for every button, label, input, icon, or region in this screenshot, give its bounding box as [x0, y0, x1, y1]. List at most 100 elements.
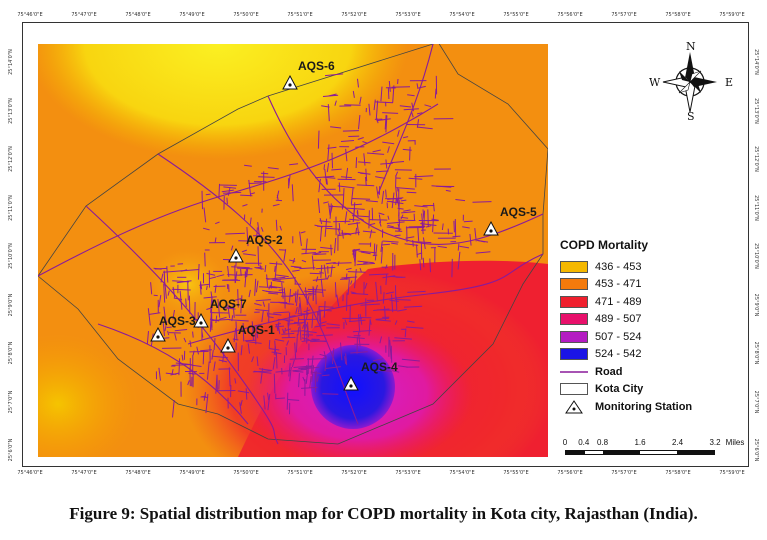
road-segment	[323, 301, 326, 318]
figure-caption: Figure 9: Spatial distribution map for C…	[69, 504, 698, 523]
road-segment	[183, 337, 187, 343]
road-segment	[455, 199, 466, 202]
road-segment	[382, 240, 399, 243]
road-segment	[331, 152, 333, 169]
road-segment	[188, 372, 196, 375]
compass-n-label: N	[686, 40, 696, 53]
road-segment	[174, 329, 188, 332]
road-segment	[213, 338, 216, 350]
legend-class-label: 436 - 453	[595, 260, 642, 273]
road-segment	[387, 87, 390, 100]
road-segment	[254, 267, 264, 270]
scale-tick-label: 3.2	[709, 438, 721, 447]
road-segment	[385, 159, 388, 169]
road-segment	[167, 290, 170, 296]
road-segment	[365, 168, 368, 182]
road-segment	[356, 221, 360, 236]
road-segment	[206, 272, 216, 276]
compass-w-label: W	[649, 76, 661, 89]
road-segment	[375, 281, 378, 302]
left-tick-label: 25°12'0"N	[8, 146, 14, 172]
road-segment	[312, 251, 322, 255]
bottom-tick-label: 75°46'0"E	[17, 470, 43, 476]
road-segment	[267, 167, 279, 170]
road-segment	[326, 163, 330, 173]
road-segment	[305, 324, 309, 330]
road-segment	[403, 108, 419, 111]
road-segment	[411, 111, 414, 118]
road-segment	[326, 323, 340, 326]
road-segment	[309, 272, 322, 275]
road-arterial	[157, 153, 359, 425]
road-segment	[401, 358, 420, 362]
road-segment	[317, 130, 320, 149]
road-segment	[261, 310, 264, 322]
top-tick-label: 75°55'0"E	[503, 12, 529, 18]
road-segment	[394, 337, 412, 340]
road-segment	[342, 130, 359, 132]
road-segment	[434, 88, 437, 99]
road-segment	[273, 311, 290, 314]
road-segment	[338, 223, 341, 231]
road-segment	[344, 211, 348, 224]
road-segment	[350, 291, 357, 294]
road-segment	[375, 100, 379, 119]
road-segment	[340, 140, 355, 142]
road-network	[38, 44, 544, 445]
road-segment	[419, 259, 422, 271]
road-segment	[263, 395, 266, 410]
road-segment	[323, 164, 326, 170]
road-segment	[363, 153, 366, 166]
road-segment	[213, 361, 216, 372]
legend-class-row: 471 - 489	[560, 293, 740, 311]
road-segment	[189, 350, 209, 353]
road-segment	[287, 322, 290, 338]
road-segment	[234, 378, 237, 384]
legend-class-row: 436 - 453	[560, 258, 740, 276]
legend-swatch	[560, 330, 588, 343]
road-segment	[254, 278, 257, 296]
road-segment	[315, 288, 317, 305]
road-segment	[305, 238, 308, 255]
road-segment	[391, 161, 405, 164]
road-segment	[382, 112, 399, 114]
road-segment	[187, 280, 189, 301]
legend-title: COPD Mortality	[560, 238, 649, 252]
road-segment	[284, 327, 286, 334]
road-segment	[215, 221, 220, 225]
road-segment	[240, 194, 253, 197]
road-segment	[174, 333, 177, 341]
bottom-tick-label: 75°58'0"E	[665, 470, 691, 476]
road-segment	[395, 171, 399, 177]
road-segment	[437, 245, 447, 249]
right-tick-label: 25°7'0"N	[753, 390, 759, 413]
road-segment	[414, 205, 428, 208]
road-segment	[476, 239, 485, 243]
road-segment	[351, 292, 369, 295]
road-segment	[369, 223, 376, 226]
road-segment	[462, 226, 470, 229]
road-segment	[385, 273, 388, 285]
road-segment	[358, 250, 377, 254]
legend-road-label: Road	[595, 365, 623, 378]
road-segment	[167, 330, 170, 336]
monitoring-station-dot	[234, 256, 238, 260]
road-segment	[255, 325, 259, 339]
road-segment	[382, 275, 396, 279]
road-segment	[453, 220, 455, 233]
road-segment	[417, 126, 433, 130]
road-segment	[211, 350, 214, 360]
road-segment	[274, 261, 278, 279]
bottom-tick-label: 75°48'0"E	[125, 470, 151, 476]
road-segment	[424, 104, 432, 108]
road-segment	[416, 119, 420, 128]
road-segment	[309, 376, 312, 388]
road-segment	[320, 278, 324, 298]
left-tick-label: 25°9'0"N	[8, 293, 14, 316]
road-segment	[416, 252, 423, 256]
zone-yellow-north	[38, 44, 408, 159]
road-segment	[457, 251, 461, 270]
road-segment	[399, 105, 412, 108]
road-segment	[357, 78, 359, 88]
road-segment	[423, 210, 425, 227]
